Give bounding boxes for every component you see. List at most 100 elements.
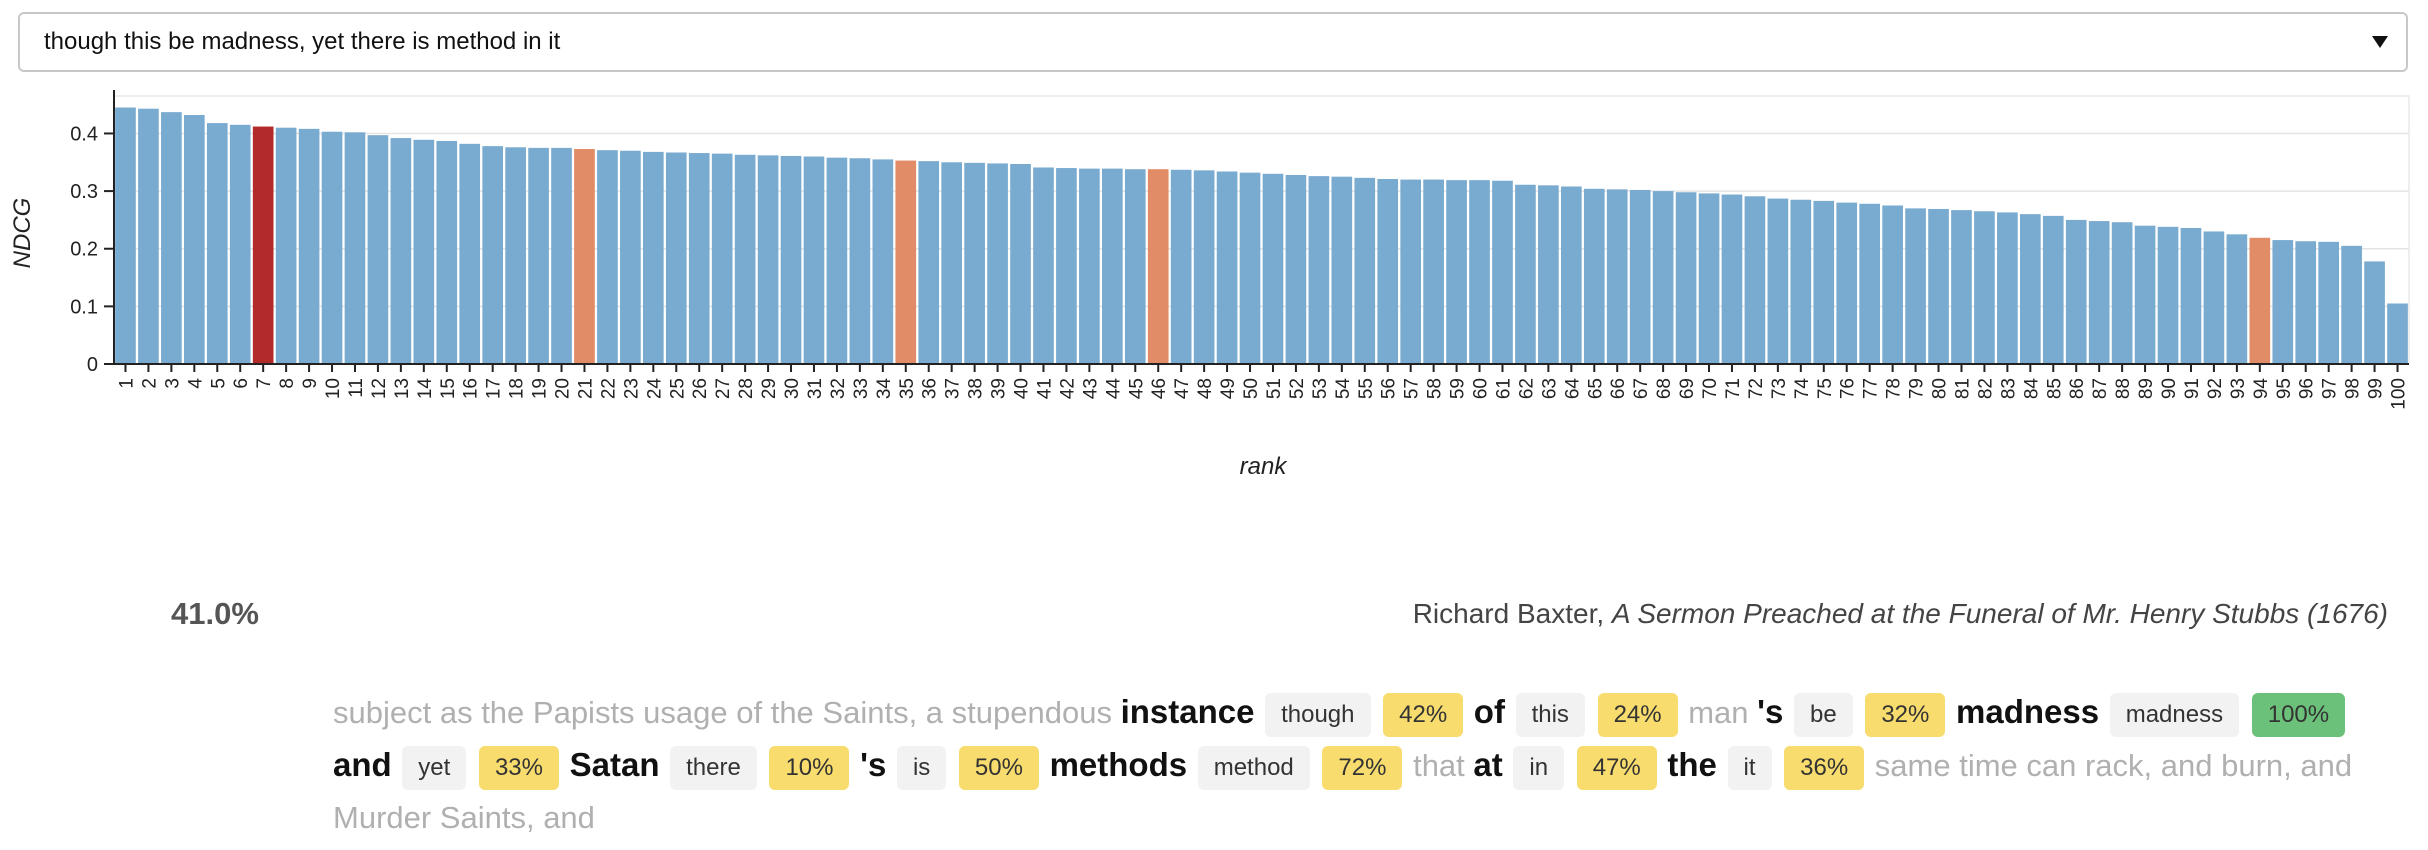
select-text: though this be madness, yet there is met…	[44, 28, 561, 55]
x-tick-label: 79	[1907, 378, 1928, 399]
bar	[1216, 171, 1238, 364]
bar	[482, 146, 504, 364]
x-tick-label: 57	[1402, 378, 1423, 399]
query-word: yet	[402, 745, 467, 790]
x-tick-label: 97	[2320, 378, 2341, 399]
bar	[115, 107, 136, 364]
x-tick-label: 96	[2297, 378, 2318, 399]
x-tick-label: 19	[530, 378, 551, 399]
bar	[1951, 210, 1972, 364]
x-tick-label: 68	[1654, 378, 1675, 399]
query-word: though	[1265, 692, 1371, 737]
bar	[1744, 196, 1766, 364]
bar	[1331, 176, 1353, 364]
bar	[1469, 180, 1490, 364]
x-tick-label: 53	[1310, 378, 1331, 399]
bar	[1400, 179, 1422, 364]
x-tick-label: 2	[139, 378, 160, 389]
x-tick-label: 18	[507, 378, 528, 399]
bar	[1721, 194, 1743, 364]
x-tick-label: 84	[2021, 378, 2042, 400]
bar	[688, 153, 710, 364]
bar	[2134, 225, 2156, 364]
match-score: 42%	[1383, 692, 1464, 737]
bar	[1882, 205, 1903, 364]
x-tick-label: 66	[1608, 378, 1629, 399]
bar	[1928, 208, 1949, 364]
bar	[2387, 303, 2408, 364]
bar	[1515, 184, 1536, 364]
matched-word: instance	[1120, 693, 1255, 730]
x-tick-label: 37	[943, 378, 964, 399]
x-tick-label: 83	[1998, 378, 2019, 399]
bar	[321, 131, 343, 364]
bar	[1239, 172, 1261, 364]
bar	[2111, 222, 2133, 364]
x-tick-label: 33	[851, 378, 872, 399]
matched-word: 's	[860, 746, 887, 783]
match-score: 33%	[478, 745, 559, 790]
query-select[interactable]: though this be madness, yet there is met…	[18, 12, 2408, 72]
match-score: 32%	[1865, 692, 1946, 737]
bar	[413, 139, 435, 364]
match-score: 72%	[1322, 745, 1403, 790]
x-tick-label: 28	[736, 378, 757, 399]
x-tick-label: 36	[920, 378, 941, 399]
bar	[1262, 173, 1284, 364]
bar	[964, 162, 985, 364]
bar	[1629, 189, 1651, 364]
x-tick-label: 27	[713, 378, 734, 399]
bar	[1538, 185, 1559, 364]
bar	[138, 108, 159, 364]
x-tick-label: 60	[1471, 378, 1492, 399]
x-tick-label: 9	[300, 378, 321, 389]
matched-word: Satan	[569, 746, 660, 783]
bar	[1652, 191, 1674, 364]
bar	[872, 159, 894, 364]
query-word: there	[670, 745, 757, 790]
matched-word: madness	[1956, 693, 2100, 730]
x-tick-label: 41	[1034, 378, 1055, 399]
x-tick-label: 65	[1585, 378, 1606, 399]
x-tick-label: 99	[2366, 378, 2387, 399]
x-tick-label: 76	[1838, 378, 1859, 399]
bar	[918, 161, 940, 364]
bar	[2157, 226, 2179, 364]
x-tick-label: 17	[484, 378, 505, 399]
bar	[2203, 231, 2225, 364]
plot-frame	[113, 95, 2410, 365]
matched-word: of	[1473, 693, 1505, 730]
bar	[505, 147, 526, 364]
bar	[1423, 179, 1444, 364]
bar	[849, 158, 871, 364]
bar	[711, 153, 733, 364]
x-tick-label: 93	[2228, 378, 2249, 399]
x-tick-label: 15	[438, 378, 459, 399]
matched-word: at	[1473, 746, 1503, 783]
x-tick-label: 38	[966, 378, 987, 399]
matched-word: the	[1667, 746, 1717, 783]
x-tick-label: 48	[1195, 378, 1216, 399]
x-tick-label: 50	[1241, 378, 1262, 399]
bar	[275, 127, 297, 364]
x-tick-label: 42	[1057, 378, 1078, 399]
x-tick-label: 69	[1677, 378, 1698, 399]
bar	[367, 135, 389, 364]
match-score: 50%	[958, 745, 1039, 790]
match-score: 24%	[1597, 692, 1678, 737]
x-tick-label: 98	[2343, 378, 2364, 399]
x-tick-label: 12	[369, 378, 390, 399]
bar	[1056, 168, 1077, 364]
bar	[1193, 170, 1215, 364]
x-tick-label: 82	[1975, 378, 1996, 399]
bar	[344, 132, 366, 364]
x-tick-label: 32	[828, 378, 849, 399]
bar	[1560, 186, 1582, 364]
x-tick-label: 40	[1012, 378, 1033, 399]
x-tick-label: 44	[1103, 378, 1124, 400]
x-tick-label: 34	[874, 378, 895, 400]
bar	[734, 154, 756, 364]
bar	[1859, 203, 1881, 364]
x-axis-label: rank	[1240, 453, 1289, 480]
